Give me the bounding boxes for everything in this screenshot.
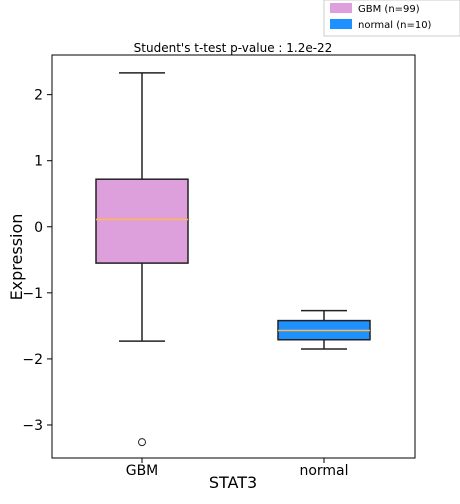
x-axis: GBM normal — [126, 458, 349, 479]
legend-swatch-normal — [330, 19, 352, 29]
y-tick-label: 2 — [34, 88, 43, 104]
y-tick-label: −3 — [22, 418, 43, 434]
y-axis-label: Expression — [7, 214, 26, 301]
y-axis: 2 1 0 −1 −2 −3 — [22, 88, 52, 434]
y-tick-label: −1 — [22, 286, 43, 302]
legend-label-gbm: GBM (n=99) — [358, 4, 420, 15]
x-tick-label-gbm: GBM — [126, 463, 159, 479]
box-normal — [277, 309, 371, 350]
chart-title: Student's t-test p-value : 1.2e-22 — [134, 41, 333, 55]
y-tick-label: 1 — [34, 154, 43, 170]
legend: GBM (n=99) normal (n=10) — [323, 0, 460, 37]
x-axis-label: STAT3 — [209, 473, 257, 492]
box-gbm — [95, 72, 189, 447]
boxes — [95, 72, 371, 447]
y-tick-label: 0 — [34, 220, 43, 236]
plot-area-frame — [51, 54, 416, 459]
legend-swatch-gbm — [330, 3, 352, 13]
outlier-point — [138, 438, 146, 447]
x-tick-label-normal: normal — [299, 463, 348, 479]
box-iqr — [95, 178, 189, 264]
y-tick-label: −2 — [22, 352, 43, 368]
legend-label-normal: normal (n=10) — [358, 20, 432, 31]
